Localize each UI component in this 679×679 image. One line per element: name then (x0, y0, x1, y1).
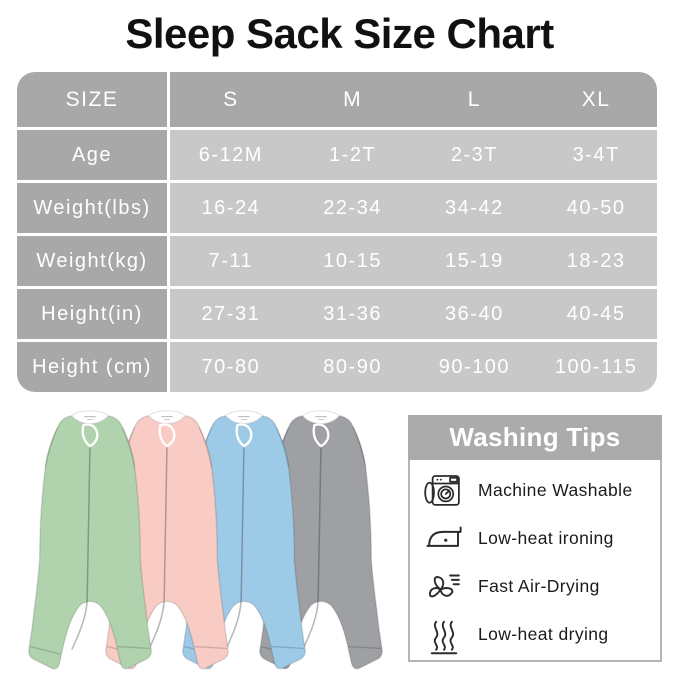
washing-tips-heading: Washing Tips (408, 415, 662, 460)
cell-heightin-s: 27-31 (201, 302, 261, 325)
iron-icon (422, 516, 466, 560)
col-header-xl: XL (581, 87, 611, 111)
table-row-height-cm: Height (cm) 70-80 80-90 90-100 100-115 (17, 342, 657, 392)
table-header-row: SIZE S M L XL (17, 72, 657, 127)
washing-tips-list: Machine Washable Low-heat ironing (408, 460, 662, 662)
row-header-height-in: Height(in) (17, 289, 167, 339)
tip-label: Low-heat drying (478, 623, 609, 644)
col-header-size: SIZE (17, 72, 167, 127)
tip-fast-air-drying: Fast Air-Drying (422, 563, 656, 609)
cell-heightin-m: 31-36 (323, 302, 382, 325)
cell-age-xl: 3-4T (572, 143, 620, 166)
tip-label: Low-heat ironing (478, 527, 614, 548)
table-row-weight-kg: Weight(kg) 7-11 10-15 15-19 18-23 (17, 236, 657, 286)
table-row-height-in: Height(in) 27-31 31-36 36-40 40-45 (17, 289, 657, 339)
cell-weightkg-s: 7-11 (208, 249, 254, 272)
row-header-weight-kg: Weight(kg) (17, 236, 167, 286)
tip-label: Fast Air-Drying (478, 575, 600, 596)
cell-weightlbs-s: 16-24 (201, 196, 261, 219)
table-row-age: Age 6-12M 1-2T 2-3T 3-4T (17, 130, 657, 180)
tip-low-heat-ironing: Low-heat ironing (422, 515, 656, 561)
cell-weightkg-l: 15-19 (445, 249, 504, 272)
tip-machine-washable: Machine Washable (422, 467, 656, 513)
product-images (0, 405, 410, 679)
washing-tips-panel: Washing Tips Machine Washable (408, 415, 662, 662)
row-header-height-cm: Height (cm) (17, 342, 167, 392)
size-chart-table: SIZE S M L XL Age 6-12M 1-2T 2-3T 3-4T W… (17, 72, 657, 392)
cell-heightcm-xl: 100-115 (554, 355, 638, 378)
cell-weightlbs-xl: 40-50 (566, 196, 626, 219)
cell-heightin-l: 36-40 (445, 302, 504, 325)
cell-age-s: 6-12M (198, 143, 263, 166)
cell-age-m: 1-2T (329, 143, 377, 166)
cell-weightlbs-m: 22-34 (323, 196, 382, 219)
green-sleep-sack-image (14, 410, 166, 676)
cell-age-l: 2-3T (450, 143, 498, 166)
cell-heightcm-m: 80-90 (323, 355, 382, 378)
col-header-l: L (467, 87, 481, 111)
table-header-cells: S M L XL (170, 72, 657, 127)
cell-weightkg-xl: 18-23 (566, 249, 626, 272)
washing-machine-icon (422, 468, 466, 512)
cell-weightkg-m: 10-15 (323, 249, 382, 272)
cell-weightlbs-l: 34-42 (445, 196, 504, 219)
col-header-m: M (343, 87, 363, 111)
table-row-weight-lbs: Weight(lbs) 16-24 22-34 34-42 40-50 (17, 183, 657, 233)
col-header-s: S (223, 87, 239, 111)
tip-label: Machine Washable (478, 479, 633, 500)
row-header-age: Age (17, 130, 167, 180)
page-title: Sleep Sack Size Chart (125, 10, 554, 57)
row-header-weight-lbs: Weight(lbs) (17, 183, 167, 233)
cell-heightcm-l: 90-100 (438, 355, 511, 378)
tip-low-heat-drying: Low-heat drying (422, 611, 656, 657)
cell-heightin-xl: 40-45 (566, 302, 626, 325)
heat-drying-icon (422, 612, 466, 656)
fan-icon (422, 564, 466, 608)
cell-heightcm-s: 70-80 (201, 355, 261, 378)
